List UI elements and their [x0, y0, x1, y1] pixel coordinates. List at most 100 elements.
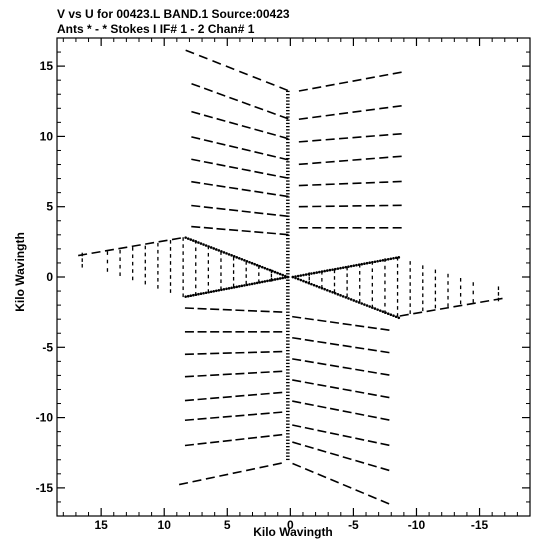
uv-arm-point	[251, 262, 254, 265]
uv-track-dash	[260, 466, 269, 468]
uv-track-dash	[198, 376, 207, 377]
uv-track-dash	[355, 325, 364, 326]
y-tick-label: 5	[46, 200, 53, 214]
uv-arm-point	[337, 267, 340, 270]
uv-track-dash	[233, 471, 242, 473]
y-tick-label: 15	[40, 59, 54, 73]
uv-track-dash	[198, 443, 207, 444]
y-axis-label: Kilo Wavingth	[13, 232, 27, 312]
uv-track-dash	[368, 372, 377, 373]
uv-track-dash	[400, 314, 409, 316]
uv-track-dash	[246, 469, 255, 471]
uv-arm-point	[276, 272, 279, 275]
uv-track-dash	[305, 361, 314, 362]
uv-track-dash	[427, 310, 436, 312]
uv-track-dash	[267, 193, 276, 194]
uv-track-dash	[368, 327, 377, 328]
uv-arm-point	[342, 266, 345, 269]
uv-track-dash	[453, 305, 462, 307]
uv-arm-point	[274, 271, 277, 274]
uv-arm-point	[210, 246, 213, 249]
uv-track-dash	[273, 371, 282, 372]
uv-arm-point	[387, 312, 390, 315]
uv-track-dash	[355, 438, 364, 440]
uv-arm-point	[323, 270, 326, 273]
uv-track-dash	[253, 77, 261, 80]
uv-track-dash	[242, 149, 251, 151]
x-tick-label: -15	[471, 518, 489, 532]
uv-arm-point	[374, 260, 377, 263]
uv-arm-point	[387, 258, 390, 261]
uv-arm-point	[218, 289, 221, 292]
uv-track-dash	[206, 477, 215, 479]
plot-subtitle: Ants * - * Stokes I IF# 1 - 2 Chan# 1	[57, 22, 255, 36]
uv-track-dash	[198, 399, 207, 400]
uv-track-dash	[330, 479, 338, 482]
uv-arm-point	[376, 308, 379, 311]
uv-track-dash	[266, 82, 274, 85]
uv-track-dash	[440, 308, 449, 310]
uv-track-dash	[242, 231, 251, 232]
uv-track-dash	[352, 111, 361, 112]
uv-track-dash	[312, 116, 321, 117]
uv-track-dash	[292, 442, 301, 445]
uv-arm-point	[366, 304, 369, 307]
uv-arm-point	[238, 257, 241, 260]
uv-arm-point	[363, 262, 366, 265]
uv-track-dash	[339, 113, 348, 114]
uv-track-dash	[330, 433, 339, 435]
uv-track-dash	[254, 232, 263, 233]
uv-track-dash	[204, 184, 213, 185]
uv-track-dash	[191, 206, 200, 207]
uv-arm-point	[287, 276, 290, 279]
uv-track-dash	[305, 340, 314, 341]
uv-arm-point	[210, 290, 213, 293]
uv-track-dash	[254, 129, 263, 131]
uv-track-dash	[339, 82, 348, 84]
y-tick-label: 0	[46, 270, 53, 284]
uv-arm-point	[392, 314, 395, 317]
uv-arm-point	[366, 262, 369, 265]
uv-track-dash	[219, 474, 228, 476]
uv-arm-point	[248, 283, 251, 286]
uv-track-dash	[368, 394, 377, 396]
uv-track-dash	[330, 344, 339, 345]
uv-track-dash	[92, 252, 101, 254]
uv-track-dash	[267, 233, 276, 234]
uv-track-dash	[212, 61, 220, 64]
uv-track-dash	[229, 210, 238, 211]
uv-arm-point	[218, 249, 221, 252]
uv-track-dash	[248, 373, 257, 374]
uv-track-dash	[105, 249, 114, 251]
uv-arm-point	[202, 292, 205, 295]
uv-track-dash	[381, 468, 390, 471]
uv-track-dash	[223, 416, 232, 417]
uv-arm-point	[300, 279, 303, 282]
uv-track-dash	[413, 312, 422, 314]
uv-track-dash	[254, 191, 263, 192]
uv-arm-point	[261, 281, 264, 284]
uv-arm-point	[248, 261, 251, 264]
uv-arm-point	[331, 291, 334, 294]
uv-arm-point	[390, 313, 393, 316]
uv-arm-point	[379, 259, 382, 262]
uv-track-dash	[193, 480, 202, 482]
uv-track-dash	[255, 107, 263, 110]
uv-track-dash	[381, 443, 390, 445]
uv-track-dash	[305, 404, 314, 406]
uv-track-dash	[179, 483, 188, 485]
uv-track-dash	[292, 401, 301, 403]
uv-track-dash	[368, 464, 377, 467]
uv-track-dash	[217, 93, 225, 96]
uv-track-dash	[326, 139, 335, 140]
uv-arm-point	[292, 276, 295, 279]
uv-track-dash	[356, 490, 364, 493]
uv-track-dash	[210, 442, 219, 443]
uv-arm-point	[279, 277, 282, 280]
uv-track-dash	[254, 213, 263, 214]
uv-arm-point	[276, 278, 279, 281]
uv-track-dash	[317, 385, 326, 387]
uv-arm-point	[284, 276, 287, 279]
uv-arm-point	[318, 286, 321, 289]
uv-track-dash	[191, 137, 200, 139]
